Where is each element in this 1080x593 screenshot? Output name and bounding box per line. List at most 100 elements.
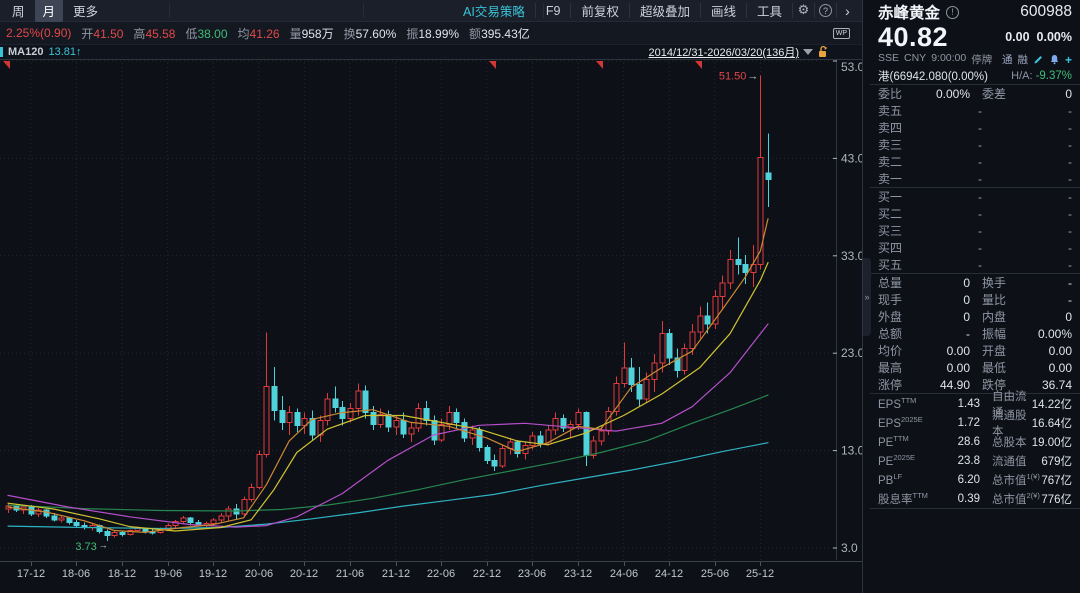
bid-row: 买二 - -	[878, 205, 1072, 222]
candle-up	[621, 367, 628, 384]
candle-down	[362, 390, 369, 414]
menu-item-工具[interactable]: 工具	[745, 3, 792, 19]
ha-premium-label: H/A:	[1011, 69, 1033, 82]
ohlc-stats: 开41.50 高45.58 低38.00 均41.26 量958万 换57.60% 振18.…	[81, 25, 539, 42]
gear-icon: ⚙	[797, 3, 810, 18]
level-volume: -	[1068, 257, 1072, 272]
candle-down	[370, 412, 377, 425]
time-axis[interactable]: 17-12 18-06 18-12 19-06 19-12 20-06 20-12 21-06…	[0, 561, 862, 593]
fundamental-row: PETTM 28.6 总股本 19.00亿	[878, 432, 1072, 451]
ask-row: 卖二 - -	[878, 153, 1072, 170]
level-label: 买三	[878, 224, 903, 238]
stat-label: 开	[81, 26, 94, 41]
fundamental-row: PBLF 6.20 总市值1(¥) 767亿	[878, 470, 1072, 489]
unlock-icon[interactable]	[817, 46, 828, 58]
fundamental-row: EPSTTM 1.43 自由流通 14.22亿	[878, 391, 1072, 419]
menu-item-AI交易策略[interactable]: AI交易策略	[463, 5, 525, 19]
weicha-label: 委差	[982, 87, 1007, 101]
stat-value: -	[1068, 275, 1072, 290]
weibi-value: 0.00%	[935, 86, 970, 101]
info-icon[interactable]: !	[946, 5, 960, 19]
metric-label: PBLF	[878, 472, 903, 487]
event-flag-icon[interactable]	[695, 61, 702, 69]
add-icon[interactable]: +	[1064, 52, 1072, 67]
settings-button[interactable]: ⚙	[792, 3, 814, 18]
level-label: 卖二	[878, 155, 903, 169]
stat-value: 0.00%	[1037, 326, 1072, 341]
level-label: 卖一	[878, 172, 903, 186]
metric-label: EPS2025E	[878, 415, 923, 430]
stat-换: 换57.60%	[344, 25, 397, 42]
time-axis-label: 23-12	[563, 568, 593, 580]
metric-label: 总市值1(¥)	[992, 471, 1040, 487]
candle-down	[674, 357, 681, 372]
date-range-selector[interactable]: 2014/12/31-2026/03/20(136月)	[649, 44, 828, 60]
time-axis-tick	[487, 562, 488, 566]
menu-item-超级叠加[interactable]: 超级叠加	[628, 3, 700, 19]
candle-down	[119, 531, 126, 535]
weibi-row: 委比 0.00% 委差 0	[878, 85, 1072, 102]
metric-label: 总市值2(¥)	[992, 490, 1040, 506]
stat-row: 均价 0.00 开盘 0.00	[878, 342, 1072, 359]
event-flag-icon[interactable]	[596, 61, 603, 69]
time-axis-label: 20-12	[289, 568, 319, 580]
time-axis-label: 22-12	[472, 568, 502, 580]
edit-icon[interactable]	[1033, 54, 1044, 65]
menu-item-前复权[interactable]: 前复权	[570, 3, 629, 19]
candle-up	[719, 282, 726, 298]
stat-row: 外盘 0 内盘 0	[878, 308, 1072, 325]
fundamental-row: 股息率TTM 0.39 总市值2(¥) 776亿	[878, 489, 1072, 508]
metric-value: 679亿	[1041, 455, 1072, 468]
stat-高: 高45.58	[133, 25, 175, 42]
menu-item-F9[interactable]: F9	[534, 3, 571, 18]
time-axis-tick	[76, 562, 77, 566]
candle-down	[66, 517, 73, 524]
stat-label: 换	[343, 26, 356, 41]
level-price: -	[978, 223, 982, 238]
metric-label: 自由流通	[992, 390, 1027, 419]
wp-window-icon[interactable]: WP	[832, 27, 850, 39]
metric-label: 流通值	[992, 455, 1027, 468]
time-axis-label: 19-12	[198, 568, 228, 580]
candle-down	[742, 264, 749, 273]
stat-label: 跌停	[982, 378, 1007, 392]
arrow-right-icon: →	[747, 71, 758, 83]
candlestick-chart[interactable]: 51.50 → 3.73 → 53.0 43.0 33.0 23.0 13.0 3.0	[0, 59, 865, 561]
event-flag-icon[interactable]	[489, 61, 496, 69]
stat-value: 0.00	[1048, 343, 1072, 358]
help-icon: ?	[819, 4, 832, 17]
level-label: 买四	[878, 241, 903, 255]
menu-item-画线[interactable]: 画线	[699, 3, 746, 19]
fundamental-row: EPS2025E 1.72 流通股本 16.64亿	[878, 410, 1072, 438]
alert-bell-icon[interactable]	[1049, 54, 1060, 65]
tab-月[interactable]: 月	[34, 0, 64, 22]
low-price-annotation: 3.73	[75, 541, 96, 553]
tab-更多[interactable]: 更多	[73, 5, 99, 19]
stat-label: 开盘	[982, 344, 1007, 358]
level-label: 卖三	[878, 138, 903, 152]
quote-panel: 赤峰黄金 ! 600988 40.82 0.00 0.00% SSE CNY 9:0…	[870, 0, 1080, 593]
candle-up	[575, 412, 582, 425]
panel-collapse-handle[interactable]: »	[863, 258, 871, 336]
level-price: -	[978, 206, 982, 221]
tab-周[interactable]: 周	[12, 5, 25, 19]
meta-9:00:00: 9:00:00	[931, 52, 967, 64]
candles	[5, 75, 772, 541]
price-info-bar: 2.25%(0.90) 开41.50 高45.58 低38.00 均41.26 量958…	[0, 22, 862, 45]
candle-up	[712, 296, 719, 325]
time-axis-tick	[760, 562, 761, 566]
stat-额: 额395.43亿	[469, 25, 530, 42]
level-volume: -	[1068, 154, 1072, 169]
hk-quote: 港(66942.080(0.00%)	[878, 70, 988, 83]
level-volume: -	[1068, 189, 1072, 204]
candle-up	[689, 331, 696, 349]
metric-label: 股息率TTM	[878, 490, 928, 506]
help-button[interactable]: ?	[814, 3, 836, 18]
level-label: 卖四	[878, 121, 903, 135]
metric-value: 28.6	[957, 435, 980, 448]
candle-down	[484, 447, 491, 461]
stat-label: 现手	[878, 293, 903, 307]
more-tools-button[interactable]: ›	[836, 3, 858, 19]
event-flag-icon[interactable]	[3, 61, 10, 69]
candle-up	[172, 521, 179, 527]
